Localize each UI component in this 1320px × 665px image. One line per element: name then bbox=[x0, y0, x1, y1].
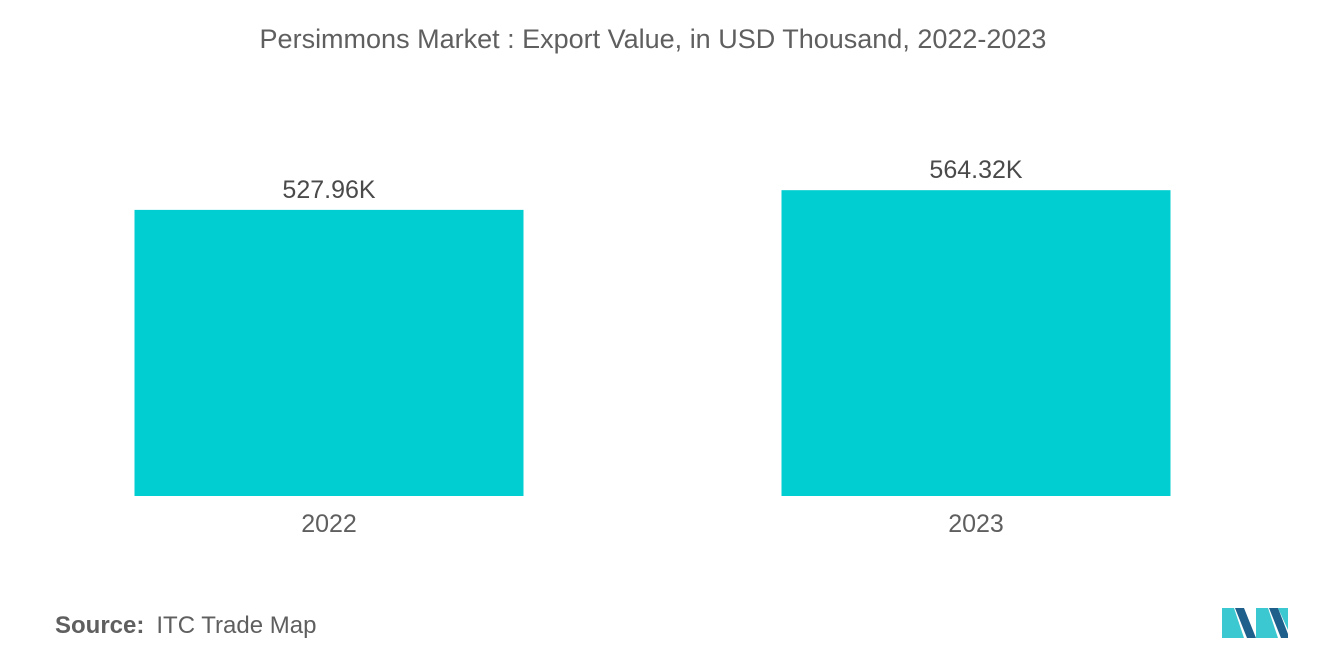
mordor-intelligence-logo-icon bbox=[1222, 608, 1288, 638]
bar-chart: 527.96K 2022 564.32K 2023 bbox=[134, 156, 1171, 538]
bar-2023 bbox=[781, 190, 1171, 496]
chart-title: Persimmons Market : Export Value, in USD… bbox=[259, 24, 1047, 54]
bar-2022 bbox=[134, 209, 524, 496]
data-label-2023: 564.32K bbox=[929, 156, 1022, 184]
source-label: Source: bbox=[55, 612, 145, 639]
x-tick-label-2022: 2022 bbox=[301, 510, 357, 538]
source-note: Source: ITC Trade Map bbox=[55, 612, 316, 640]
source-text: ITC Trade Map bbox=[156, 612, 317, 639]
x-tick-label-2023: 2023 bbox=[948, 510, 1004, 538]
data-label-2022: 527.96K bbox=[282, 176, 375, 204]
